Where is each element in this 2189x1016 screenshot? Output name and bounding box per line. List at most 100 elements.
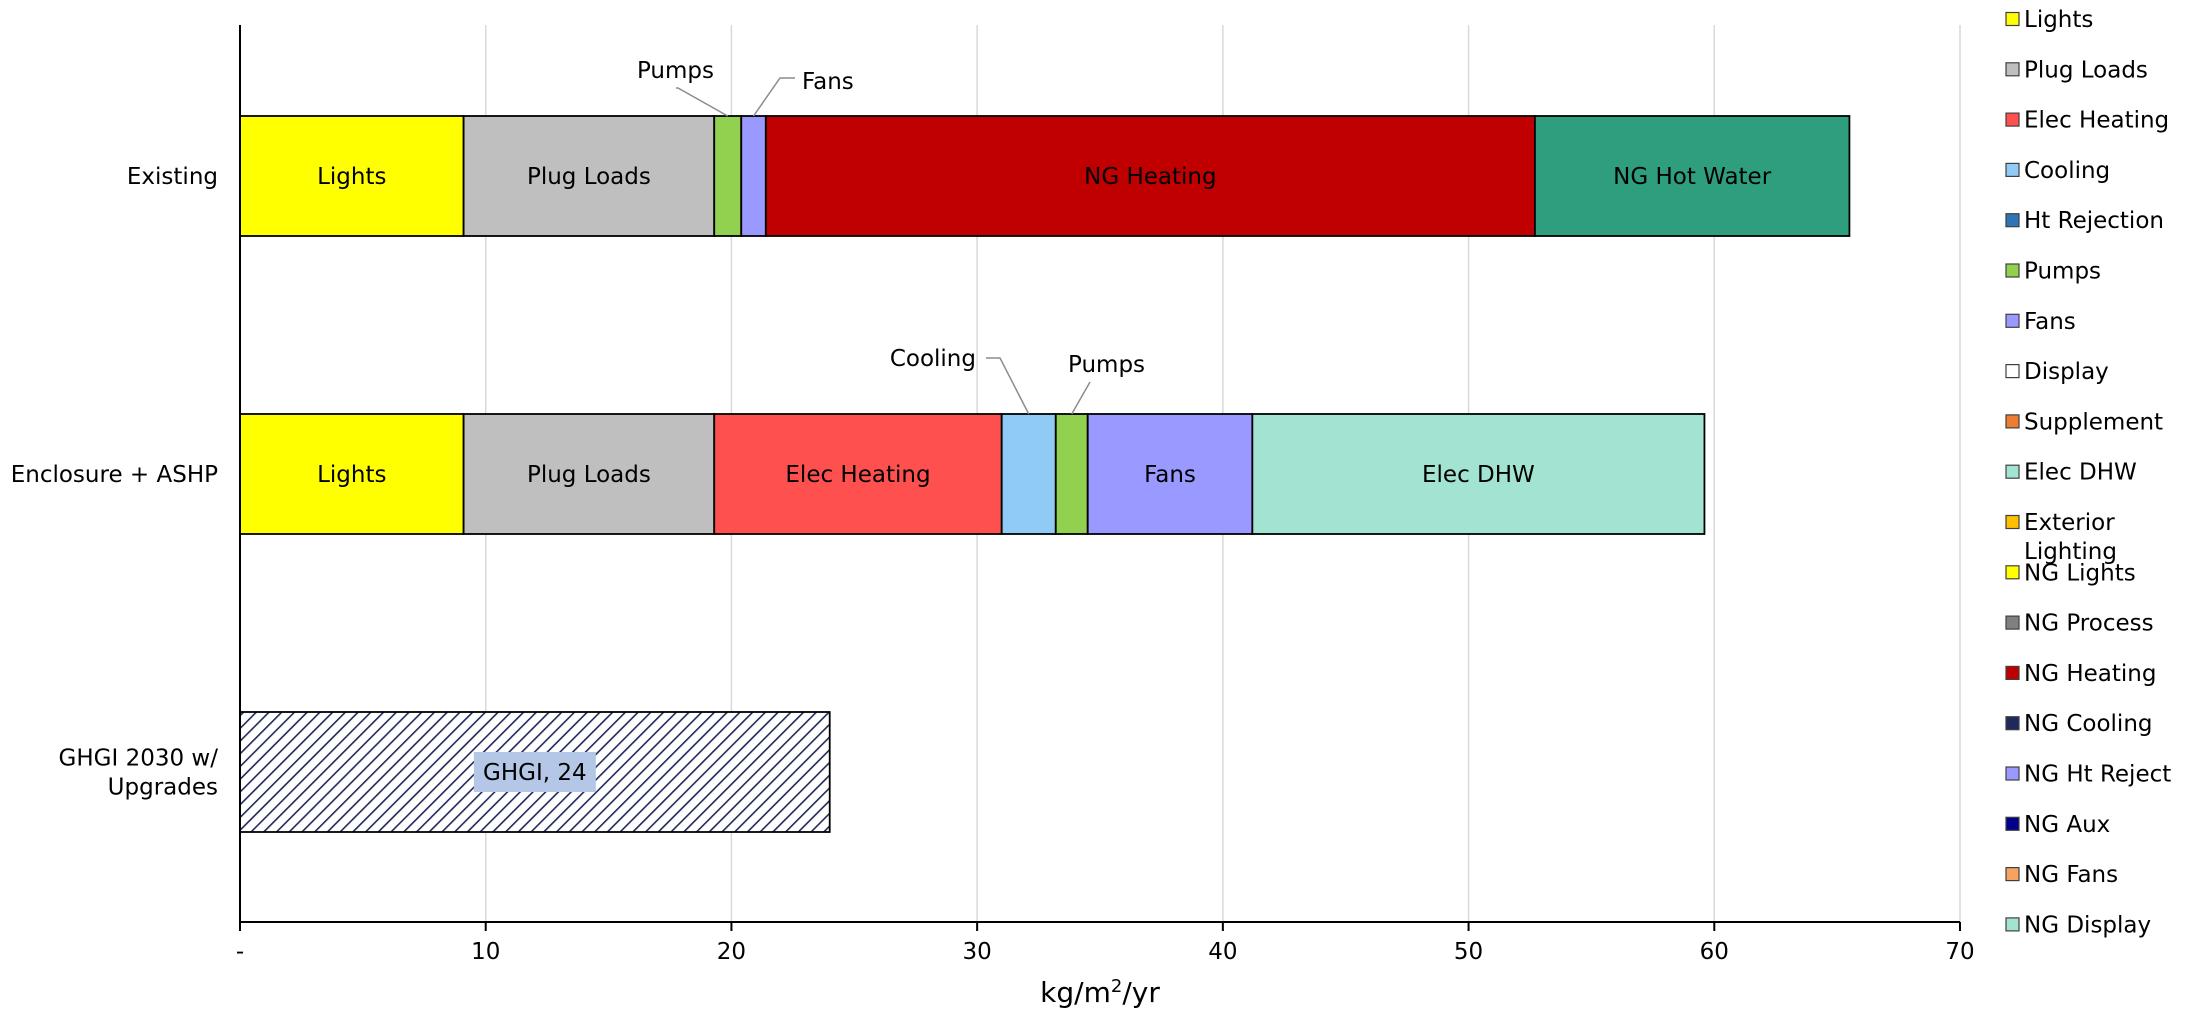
bar-segment-enclosure-ashp-elec-dhw xyxy=(1251,413,1706,535)
legend-label: Lighting xyxy=(2024,539,2117,565)
legend-item-exterior-lighting: Exterior Lighting xyxy=(2005,510,2117,565)
legend-swatch xyxy=(2005,162,2020,177)
legend-item-ng-display: NG Display xyxy=(2005,912,2151,938)
legend: Lights Plug Loads Elec Heating Cooling Ht Re… xyxy=(2005,7,2171,938)
legend-item-pumps: Pumps xyxy=(2005,259,2101,285)
bar-segment-existing-ng-heating xyxy=(764,115,1536,237)
legend-swatch xyxy=(2005,615,2020,630)
category-label: GHGI 2030 w/ xyxy=(59,746,219,772)
legend-item-ng-fans: NG Fans xyxy=(2005,862,2118,888)
data-label: Lights xyxy=(317,164,386,190)
legend-label: NG Heating xyxy=(2024,661,2156,687)
callout-label: Pumps xyxy=(637,58,714,84)
legend-item-ht-rejection: Ht Rejection xyxy=(2005,208,2164,234)
legend-item-ng-heating: NG Heating xyxy=(2005,661,2156,687)
x-tick-label: 60 xyxy=(1700,939,1729,965)
legend-swatch xyxy=(2005,565,2020,580)
axes: - 10 20 30 40 50 60 70 kg/m2/yr Existing Enclosure… xyxy=(11,25,1975,1009)
legend-label: Exterior xyxy=(2024,510,2115,536)
data-label: Plug Loads xyxy=(527,164,651,190)
legend-label: Fans xyxy=(2024,309,2076,335)
category-label: Upgrades xyxy=(108,775,218,801)
x-tick-label: 70 xyxy=(1945,939,1974,965)
legend-item-cooling: Cooling xyxy=(2005,158,2110,184)
bar-segment-existing-plug-loads xyxy=(462,115,716,237)
callout-label: Pumps xyxy=(1068,352,1145,378)
legend-swatch xyxy=(2005,112,2020,127)
bar-segment-existing-ng-hot-water xyxy=(1534,115,1851,237)
legend-item-ng-process: NG Process xyxy=(2005,611,2154,637)
plot-area: Lights Plug Loads NG Heating NG Hot Water Pu… xyxy=(239,58,1851,833)
legend-label: Pumps xyxy=(2024,259,2101,285)
legend-swatch xyxy=(2005,11,2020,27)
x-tick-label: 20 xyxy=(717,939,746,965)
callout-label: Cooling xyxy=(890,346,976,372)
legend-swatch xyxy=(2005,313,2020,328)
legend-swatch xyxy=(2005,665,2020,681)
legend-label: NG Display xyxy=(2024,912,2151,938)
legend-swatch xyxy=(2005,866,2020,882)
legend-label: Elec Heating xyxy=(2024,108,2169,134)
legend-item-display: Display xyxy=(2005,359,2109,385)
legend-swatch xyxy=(2005,213,2020,228)
legend-label: Supplement xyxy=(2024,409,2163,435)
legend-swatch xyxy=(2005,716,2020,731)
x-tick-label: 30 xyxy=(963,939,992,965)
legend-swatch xyxy=(2005,364,2020,379)
legend-label: NG Fans xyxy=(2024,862,2118,888)
legend-swatch xyxy=(2005,816,2020,831)
legend-label: Cooling xyxy=(2024,158,2110,184)
bar-segment-enclosure-ashp-pumps xyxy=(1054,413,1089,535)
callout-leader-line xyxy=(676,87,729,117)
legend-label: Display xyxy=(2024,359,2109,385)
bar-segment-enclosure-ashp-cooling xyxy=(1000,413,1057,535)
x-tick-label: - xyxy=(236,939,244,965)
bar-segment-existing-fans xyxy=(740,115,767,237)
legend-swatch xyxy=(2005,414,2020,429)
legend-item-ng-aux: NG Aux xyxy=(2005,812,2110,838)
x-tick-label: 10 xyxy=(471,939,500,965)
callout-leader-line xyxy=(1071,381,1091,415)
legend-swatch xyxy=(2005,62,2020,77)
category-label: Enclosure + ASHP xyxy=(11,462,218,488)
legend-item-lights: Lights xyxy=(2005,7,2093,33)
legend-swatch xyxy=(2005,263,2020,278)
callout-leader-line xyxy=(752,77,795,117)
legend-label: NG Process xyxy=(2024,611,2154,637)
data-label-background xyxy=(473,752,596,792)
legend-item-fans: Fans xyxy=(2005,309,2076,335)
legend-item-ng-cooling: NG Cooling xyxy=(2005,711,2153,737)
legend-swatch xyxy=(2005,514,2020,530)
legend-label: NG Aux xyxy=(2024,812,2110,838)
data-label: Plug Loads xyxy=(527,462,651,488)
data-label: Lights xyxy=(317,462,386,488)
data-label: Elec DHW xyxy=(1422,462,1535,488)
data-label: NG Hot Water xyxy=(1613,164,1772,190)
data-label: Fans xyxy=(1144,462,1196,488)
legend-label: Lights xyxy=(2024,7,2093,33)
legend-swatch xyxy=(2005,766,2020,781)
category-label: Existing xyxy=(127,164,218,190)
callout-leader-line xyxy=(986,357,1030,415)
x-axis-title: kg/m2/yr xyxy=(1040,976,1160,1010)
data-label: Elec Heating xyxy=(785,462,930,488)
legend-label: Plug Loads xyxy=(2024,57,2148,83)
bar-segment-enclosure-ashp-lights xyxy=(239,413,465,535)
x-tick-label: 50 xyxy=(1454,939,1483,965)
legend-swatch xyxy=(2005,917,2020,932)
bar-segment-existing-pumps xyxy=(713,115,743,237)
legend-swatch xyxy=(2005,464,2020,479)
legend-label: Ht Rejection xyxy=(2024,208,2164,234)
legend-label: NG Cooling xyxy=(2024,711,2153,737)
legend-item-elec-dhw: Elec DHW xyxy=(2005,460,2137,486)
legend-item-ng-ht-reject: NG Ht Reject xyxy=(2005,762,2171,788)
legend-label: Elec DHW xyxy=(2024,460,2137,486)
legend-item-plug-loads: Plug Loads xyxy=(2005,57,2148,83)
legend-item-ng-lights: NG Lights xyxy=(2005,560,2136,586)
x-tick-label: 40 xyxy=(1208,939,1237,965)
callout-label: Fans xyxy=(802,69,854,95)
legend-label: NG Ht Reject xyxy=(2024,762,2171,788)
legend-label: NG Lights xyxy=(2024,560,2136,586)
data-label: NG Heating xyxy=(1084,164,1216,190)
